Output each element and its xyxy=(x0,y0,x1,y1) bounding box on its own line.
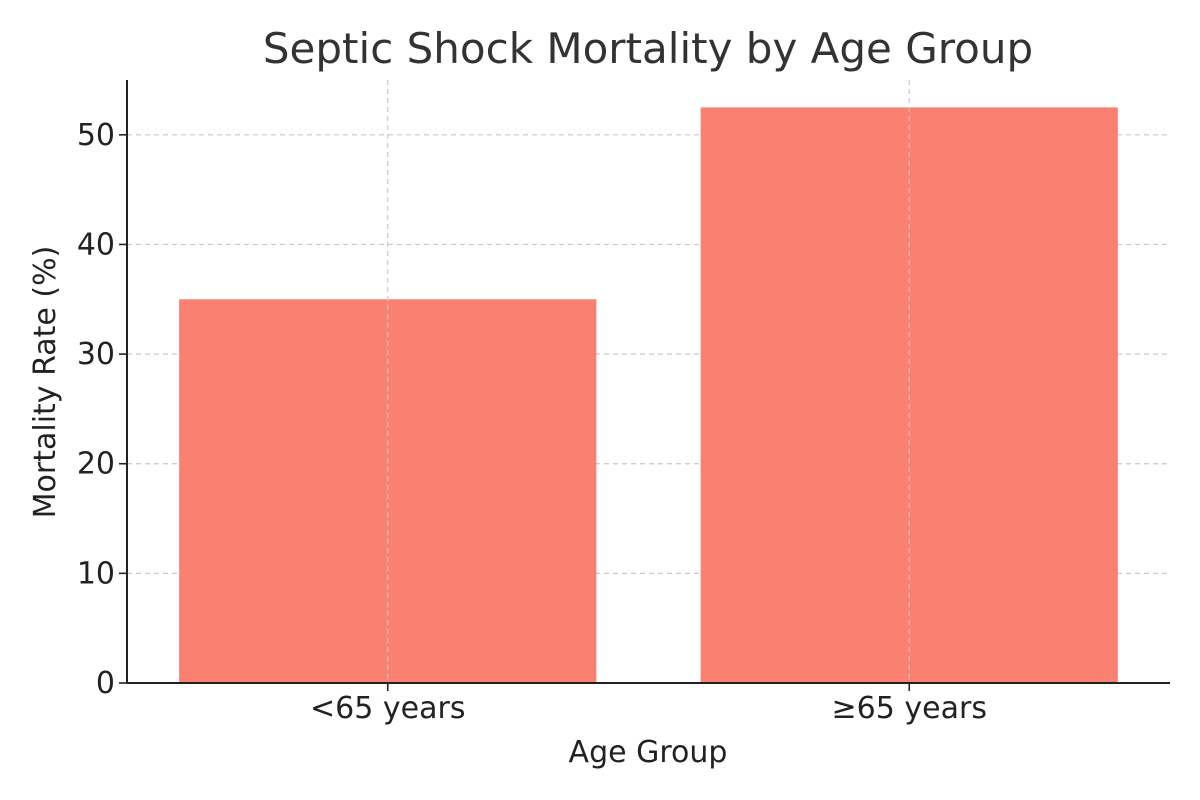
y-axis-label: Mortality Rate (%) xyxy=(28,246,63,519)
y-tick-label: 20 xyxy=(77,447,115,482)
x-tick-label: ≥65 years xyxy=(832,691,987,726)
y-tick-label: 40 xyxy=(77,227,115,262)
x-axis-label: Age Group xyxy=(569,735,728,770)
x-tick-label: <65 years xyxy=(310,691,465,726)
chart-title: Septic Shock Mortality by Age Group xyxy=(263,24,1033,73)
y-tick-label: 0 xyxy=(96,666,115,701)
y-tick-label: 30 xyxy=(77,337,115,372)
y-tick-label: 10 xyxy=(77,556,115,591)
y-axis-ticks: 0 10 20 30 40 50 xyxy=(77,118,127,701)
bar xyxy=(179,299,597,683)
x-axis-ticks: <65 years ≥65 years xyxy=(310,683,987,726)
bars xyxy=(179,107,1118,684)
vertical-grid-lines xyxy=(387,80,910,683)
axes xyxy=(126,80,1170,684)
y-tick-label: 50 xyxy=(77,118,115,153)
